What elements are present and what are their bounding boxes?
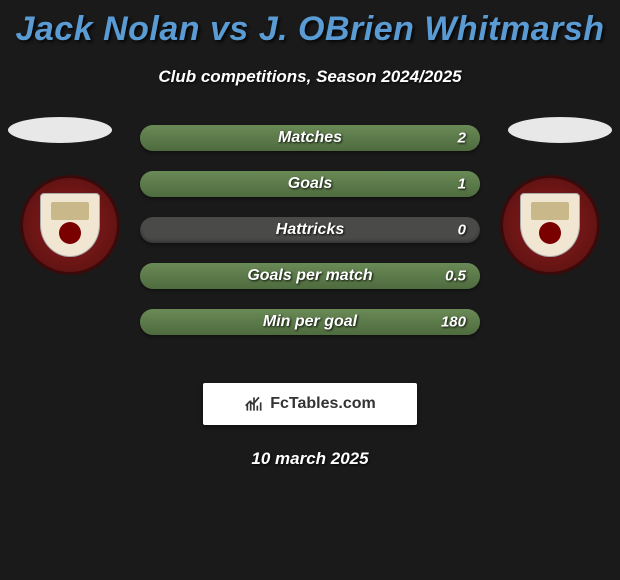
comparison-title: Jack Nolan vs J. OBrien Whitmarsh bbox=[0, 0, 620, 49]
comparison-content: Matches 2 Goals 1 Hattricks 0 Goals per match 0… bbox=[0, 125, 620, 365]
comparison-subtitle: Club competitions, Season 2024/2025 bbox=[0, 67, 620, 87]
comparison-date: 10 march 2025 bbox=[0, 449, 620, 469]
stat-label: Min per goal bbox=[263, 313, 357, 331]
stat-value-right: 0.5 bbox=[445, 268, 466, 285]
stat-row: Matches 2 bbox=[140, 125, 480, 151]
player-left-club-badge bbox=[20, 175, 120, 275]
stat-label: Hattricks bbox=[276, 221, 344, 239]
stat-value-right: 1 bbox=[458, 176, 466, 193]
player-left-avatar bbox=[8, 117, 112, 143]
watermark: FcTables.com bbox=[203, 383, 417, 425]
watermark-text: FcTables.com bbox=[270, 395, 376, 413]
player-right-club-badge bbox=[500, 175, 600, 275]
stat-value-right: 0 bbox=[458, 222, 466, 239]
player-right-avatar bbox=[508, 117, 612, 143]
stat-value-right: 180 bbox=[441, 314, 466, 331]
stat-value-right: 2 bbox=[458, 130, 466, 147]
chart-icon bbox=[244, 394, 264, 414]
stat-row: Goals per match 0.5 bbox=[140, 263, 480, 289]
stat-row: Goals 1 bbox=[140, 171, 480, 197]
stat-label: Matches bbox=[278, 129, 342, 147]
stat-label: Goals bbox=[288, 175, 332, 193]
stat-label: Goals per match bbox=[247, 267, 372, 285]
stat-row: Hattricks 0 bbox=[140, 217, 480, 243]
stat-bars: Matches 2 Goals 1 Hattricks 0 Goals per match 0… bbox=[140, 125, 480, 355]
stat-row: Min per goal 180 bbox=[140, 309, 480, 335]
